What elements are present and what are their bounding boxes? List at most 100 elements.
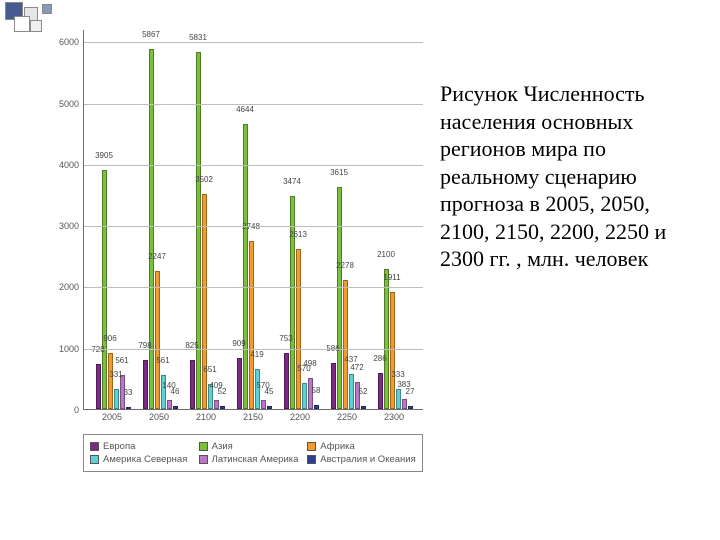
- value-label: 561: [115, 356, 128, 365]
- bar: [126, 407, 131, 409]
- value-label: 651: [203, 365, 216, 374]
- value-label: 45: [265, 387, 274, 396]
- gridline: [84, 42, 423, 43]
- legend-label: Африка: [320, 441, 355, 452]
- value-label: 5831: [189, 33, 207, 42]
- y-tick-label: 6000: [45, 37, 79, 47]
- value-label: 419: [250, 350, 263, 359]
- value-label: 2613: [289, 230, 307, 239]
- bar: [143, 360, 148, 409]
- bar: [190, 360, 195, 409]
- value-label: 333: [391, 370, 404, 379]
- value-label: 5867: [142, 30, 160, 39]
- legend-label: Европа: [103, 441, 135, 452]
- bars-layer: 3905728906331561335867798224756114046583…: [84, 30, 423, 409]
- gridline: [84, 349, 423, 350]
- bar: [331, 363, 336, 409]
- bar: [102, 170, 107, 409]
- x-tick-label: 2250: [337, 412, 357, 422]
- bar: [337, 187, 342, 409]
- bar: [296, 249, 301, 409]
- value-label: 498: [303, 359, 316, 368]
- legend-item: Африка: [307, 441, 416, 452]
- x-tick-label: 2100: [196, 412, 216, 422]
- value-label: 2278: [336, 261, 354, 270]
- bar: [173, 406, 178, 409]
- bar: [408, 406, 413, 409]
- bar: [402, 399, 407, 409]
- bar: [114, 389, 119, 409]
- deco-square: [14, 16, 30, 32]
- value-label: 286: [373, 354, 386, 363]
- gridline: [84, 287, 423, 288]
- legend: Европа Азия Африка Америка Северная Латинска…: [83, 434, 423, 472]
- y-tick-label: 1000: [45, 344, 79, 354]
- gridline: [84, 104, 423, 105]
- bar: [167, 400, 172, 409]
- value-label: 472: [350, 363, 363, 372]
- caption-text: Рисунок Численность населения основных р…: [440, 80, 700, 273]
- y-tick-label: 2000: [45, 282, 79, 292]
- deco-square: [42, 4, 52, 14]
- legend-swatch: [307, 442, 316, 451]
- x-axis-labels: 2005 2050 2100 2150 2200 2250 2300: [83, 412, 423, 428]
- legend-swatch: [199, 442, 208, 451]
- bar: [384, 269, 389, 409]
- bar: [96, 364, 101, 409]
- value-label: 2247: [148, 252, 166, 261]
- legend-label: Латинская Америка: [212, 454, 299, 465]
- value-label: 46: [171, 387, 180, 396]
- value-label: 909: [232, 339, 245, 348]
- x-tick-label: 2300: [384, 412, 404, 422]
- bar: [302, 383, 307, 409]
- y-tick-label: 5000: [45, 99, 79, 109]
- legend-item: Австралия и Океания: [307, 454, 416, 465]
- deco-square: [30, 20, 42, 32]
- bar: [267, 406, 272, 409]
- x-tick-label: 2200: [290, 412, 310, 422]
- bar: [284, 353, 289, 409]
- value-label: 906: [103, 334, 116, 343]
- bar: [155, 271, 160, 409]
- value-label: 3905: [95, 151, 113, 160]
- legend-label: Австралия и Океания: [320, 454, 415, 465]
- x-tick-label: 2150: [243, 412, 263, 422]
- bar: [249, 241, 254, 409]
- value-label: 27: [406, 387, 415, 396]
- value-label: 33: [124, 388, 133, 397]
- bar: [243, 124, 248, 409]
- bar: [196, 52, 201, 409]
- bar: [290, 196, 295, 409]
- bar: [108, 353, 113, 409]
- value-label: 2100: [377, 250, 395, 259]
- bar: [349, 374, 354, 409]
- value-label: 3615: [330, 168, 348, 177]
- bar: [314, 405, 319, 409]
- legend-label: Америка Северная: [103, 454, 187, 465]
- bar: [261, 400, 266, 409]
- value-label: 331: [109, 370, 122, 379]
- value-label: 753: [279, 334, 292, 343]
- legend-swatch: [90, 455, 99, 464]
- legend-item: Латинская Америка: [199, 454, 308, 465]
- value-label: 1911: [383, 273, 400, 282]
- legend-swatch: [199, 455, 208, 464]
- x-tick-label: 2050: [149, 412, 169, 422]
- x-tick-label: 2005: [102, 412, 122, 422]
- bar: [390, 292, 395, 409]
- value-label: 52: [359, 387, 368, 396]
- value-label: 3502: [195, 175, 213, 184]
- bar: [220, 406, 225, 409]
- y-tick-label: 4000: [45, 160, 79, 170]
- plot-area: 3905728906331561335867798224756114046583…: [83, 30, 423, 410]
- legend-label: Азия: [212, 441, 233, 452]
- bar: [378, 373, 383, 409]
- y-tick-label: 3000: [45, 221, 79, 231]
- value-label: 3474: [283, 177, 301, 186]
- bar: [161, 375, 166, 409]
- value-label: 58: [312, 386, 321, 395]
- bar: [237, 358, 242, 409]
- bar: [343, 280, 348, 409]
- bar: [396, 389, 401, 409]
- legend-item: Европа: [90, 441, 199, 452]
